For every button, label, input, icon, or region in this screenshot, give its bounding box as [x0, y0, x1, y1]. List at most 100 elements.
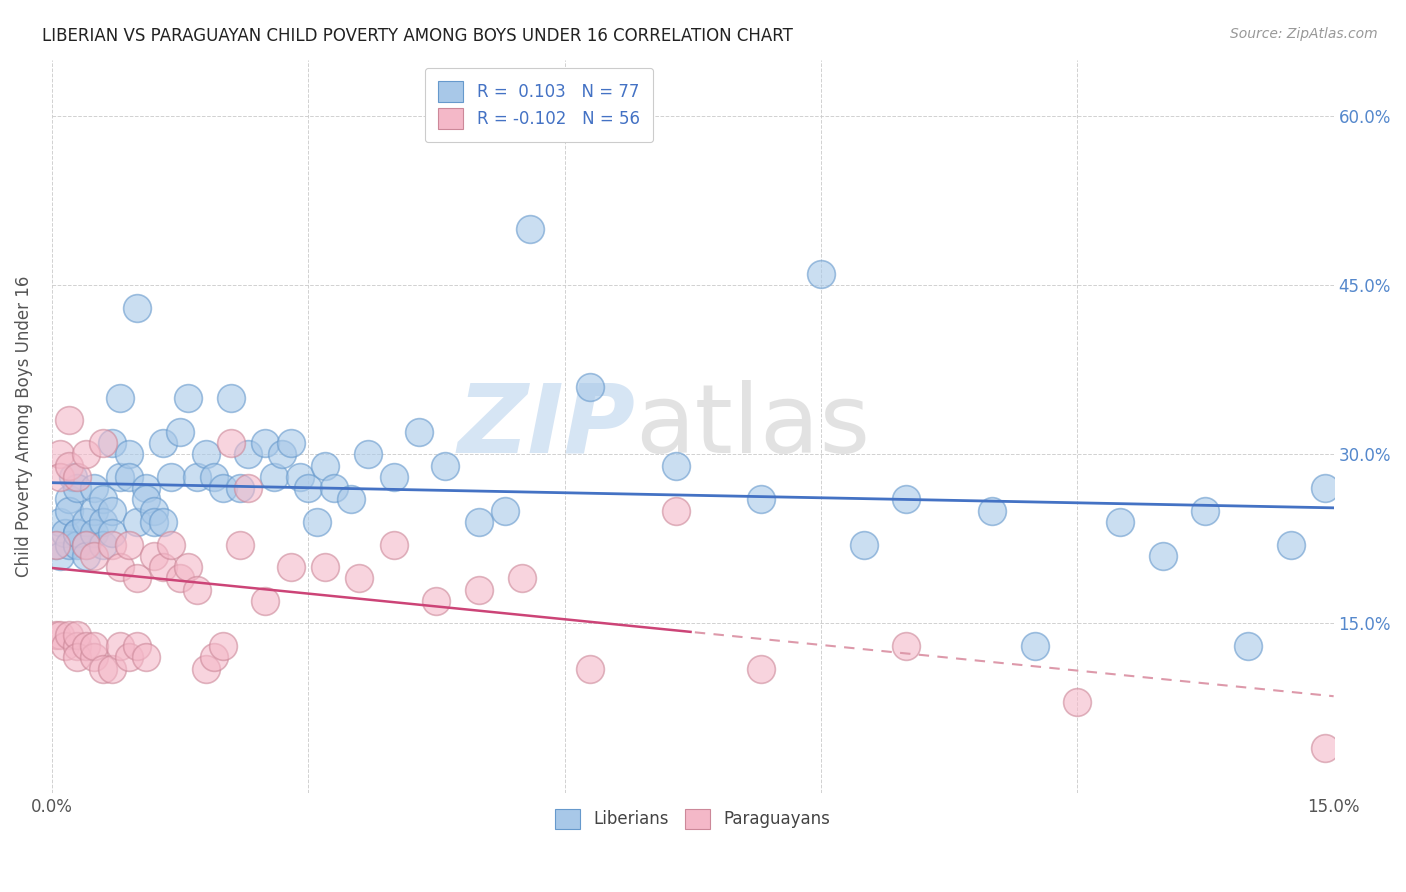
Point [665, 458, 688, 473]
Point [58, 458, 80, 473]
Point [45, 537, 67, 551]
Point [186, 582, 208, 597]
Point [83, 481, 105, 495]
Point [75, 447, 97, 461]
Point [91, 662, 114, 676]
Point [579, 662, 602, 676]
Point [118, 447, 141, 461]
Point [75, 549, 97, 563]
Point [49, 515, 72, 529]
Point [75, 515, 97, 529]
Point [1194, 504, 1216, 518]
Point [143, 549, 166, 563]
Point [749, 492, 772, 507]
Point [238, 447, 260, 461]
Point [66, 470, 89, 484]
Point [53, 639, 76, 653]
Point [211, 639, 233, 653]
Point [53, 526, 76, 541]
Point [194, 662, 217, 676]
Point [108, 470, 131, 484]
Point [127, 639, 149, 653]
Point [229, 537, 252, 551]
Point [382, 470, 405, 484]
Point [100, 662, 122, 676]
Point [1024, 639, 1046, 653]
Point [254, 594, 277, 608]
Point [118, 470, 141, 484]
Point [100, 537, 122, 551]
Point [143, 504, 166, 518]
Point [852, 537, 875, 551]
Point [297, 481, 319, 495]
Point [135, 650, 157, 665]
Text: LIBERIAN VS PARAGUAYAN CHILD POVERTY AMONG BOYS UNDER 16 CORRELATION CHART: LIBERIAN VS PARAGUAYAN CHILD POVERTY AMO… [42, 27, 793, 45]
Point [1313, 740, 1336, 755]
Point [83, 639, 105, 653]
Point [810, 267, 832, 281]
Point [160, 470, 183, 484]
Point [519, 221, 541, 235]
Point [49, 549, 72, 563]
Point [238, 481, 260, 495]
Point [1313, 481, 1336, 495]
Point [127, 301, 149, 315]
Point [1279, 537, 1302, 551]
Point [219, 436, 242, 450]
Point [1237, 639, 1260, 653]
Point [186, 470, 208, 484]
Point [177, 560, 200, 574]
Point [314, 560, 336, 574]
Point [66, 526, 89, 541]
Point [340, 492, 363, 507]
Point [118, 650, 141, 665]
Point [91, 537, 114, 551]
Point [75, 639, 97, 653]
Point [152, 560, 174, 574]
Point [100, 504, 122, 518]
Text: ZIP: ZIP [457, 380, 636, 473]
Point [108, 639, 131, 653]
Point [305, 515, 328, 529]
Point [75, 537, 97, 551]
Point [49, 470, 72, 484]
Point [135, 481, 157, 495]
Point [91, 436, 114, 450]
Point [665, 504, 688, 518]
Point [58, 413, 80, 427]
Point [382, 537, 405, 551]
Point [288, 470, 311, 484]
Point [357, 447, 380, 461]
Point [1066, 695, 1088, 709]
Point [202, 650, 225, 665]
Point [896, 492, 918, 507]
Point [896, 639, 918, 653]
Point [143, 515, 166, 529]
Point [202, 470, 225, 484]
Point [579, 379, 602, 393]
Point [66, 481, 89, 495]
Legend: Liberians, Paraguayans: Liberians, Paraguayans [548, 802, 837, 836]
Point [271, 447, 294, 461]
Point [75, 537, 97, 551]
Point [280, 436, 302, 450]
Point [169, 571, 191, 585]
Point [219, 391, 242, 405]
Point [280, 560, 302, 574]
Text: Source: ZipAtlas.com: Source: ZipAtlas.com [1230, 27, 1378, 41]
Point [100, 526, 122, 541]
Point [510, 571, 533, 585]
Point [177, 391, 200, 405]
Point [135, 492, 157, 507]
Point [408, 425, 430, 439]
Point [152, 515, 174, 529]
Point [980, 504, 1002, 518]
Point [58, 492, 80, 507]
Point [58, 504, 80, 518]
Point [66, 537, 89, 551]
Point [91, 515, 114, 529]
Point [152, 436, 174, 450]
Point [58, 537, 80, 551]
Point [263, 470, 285, 484]
Point [108, 560, 131, 574]
